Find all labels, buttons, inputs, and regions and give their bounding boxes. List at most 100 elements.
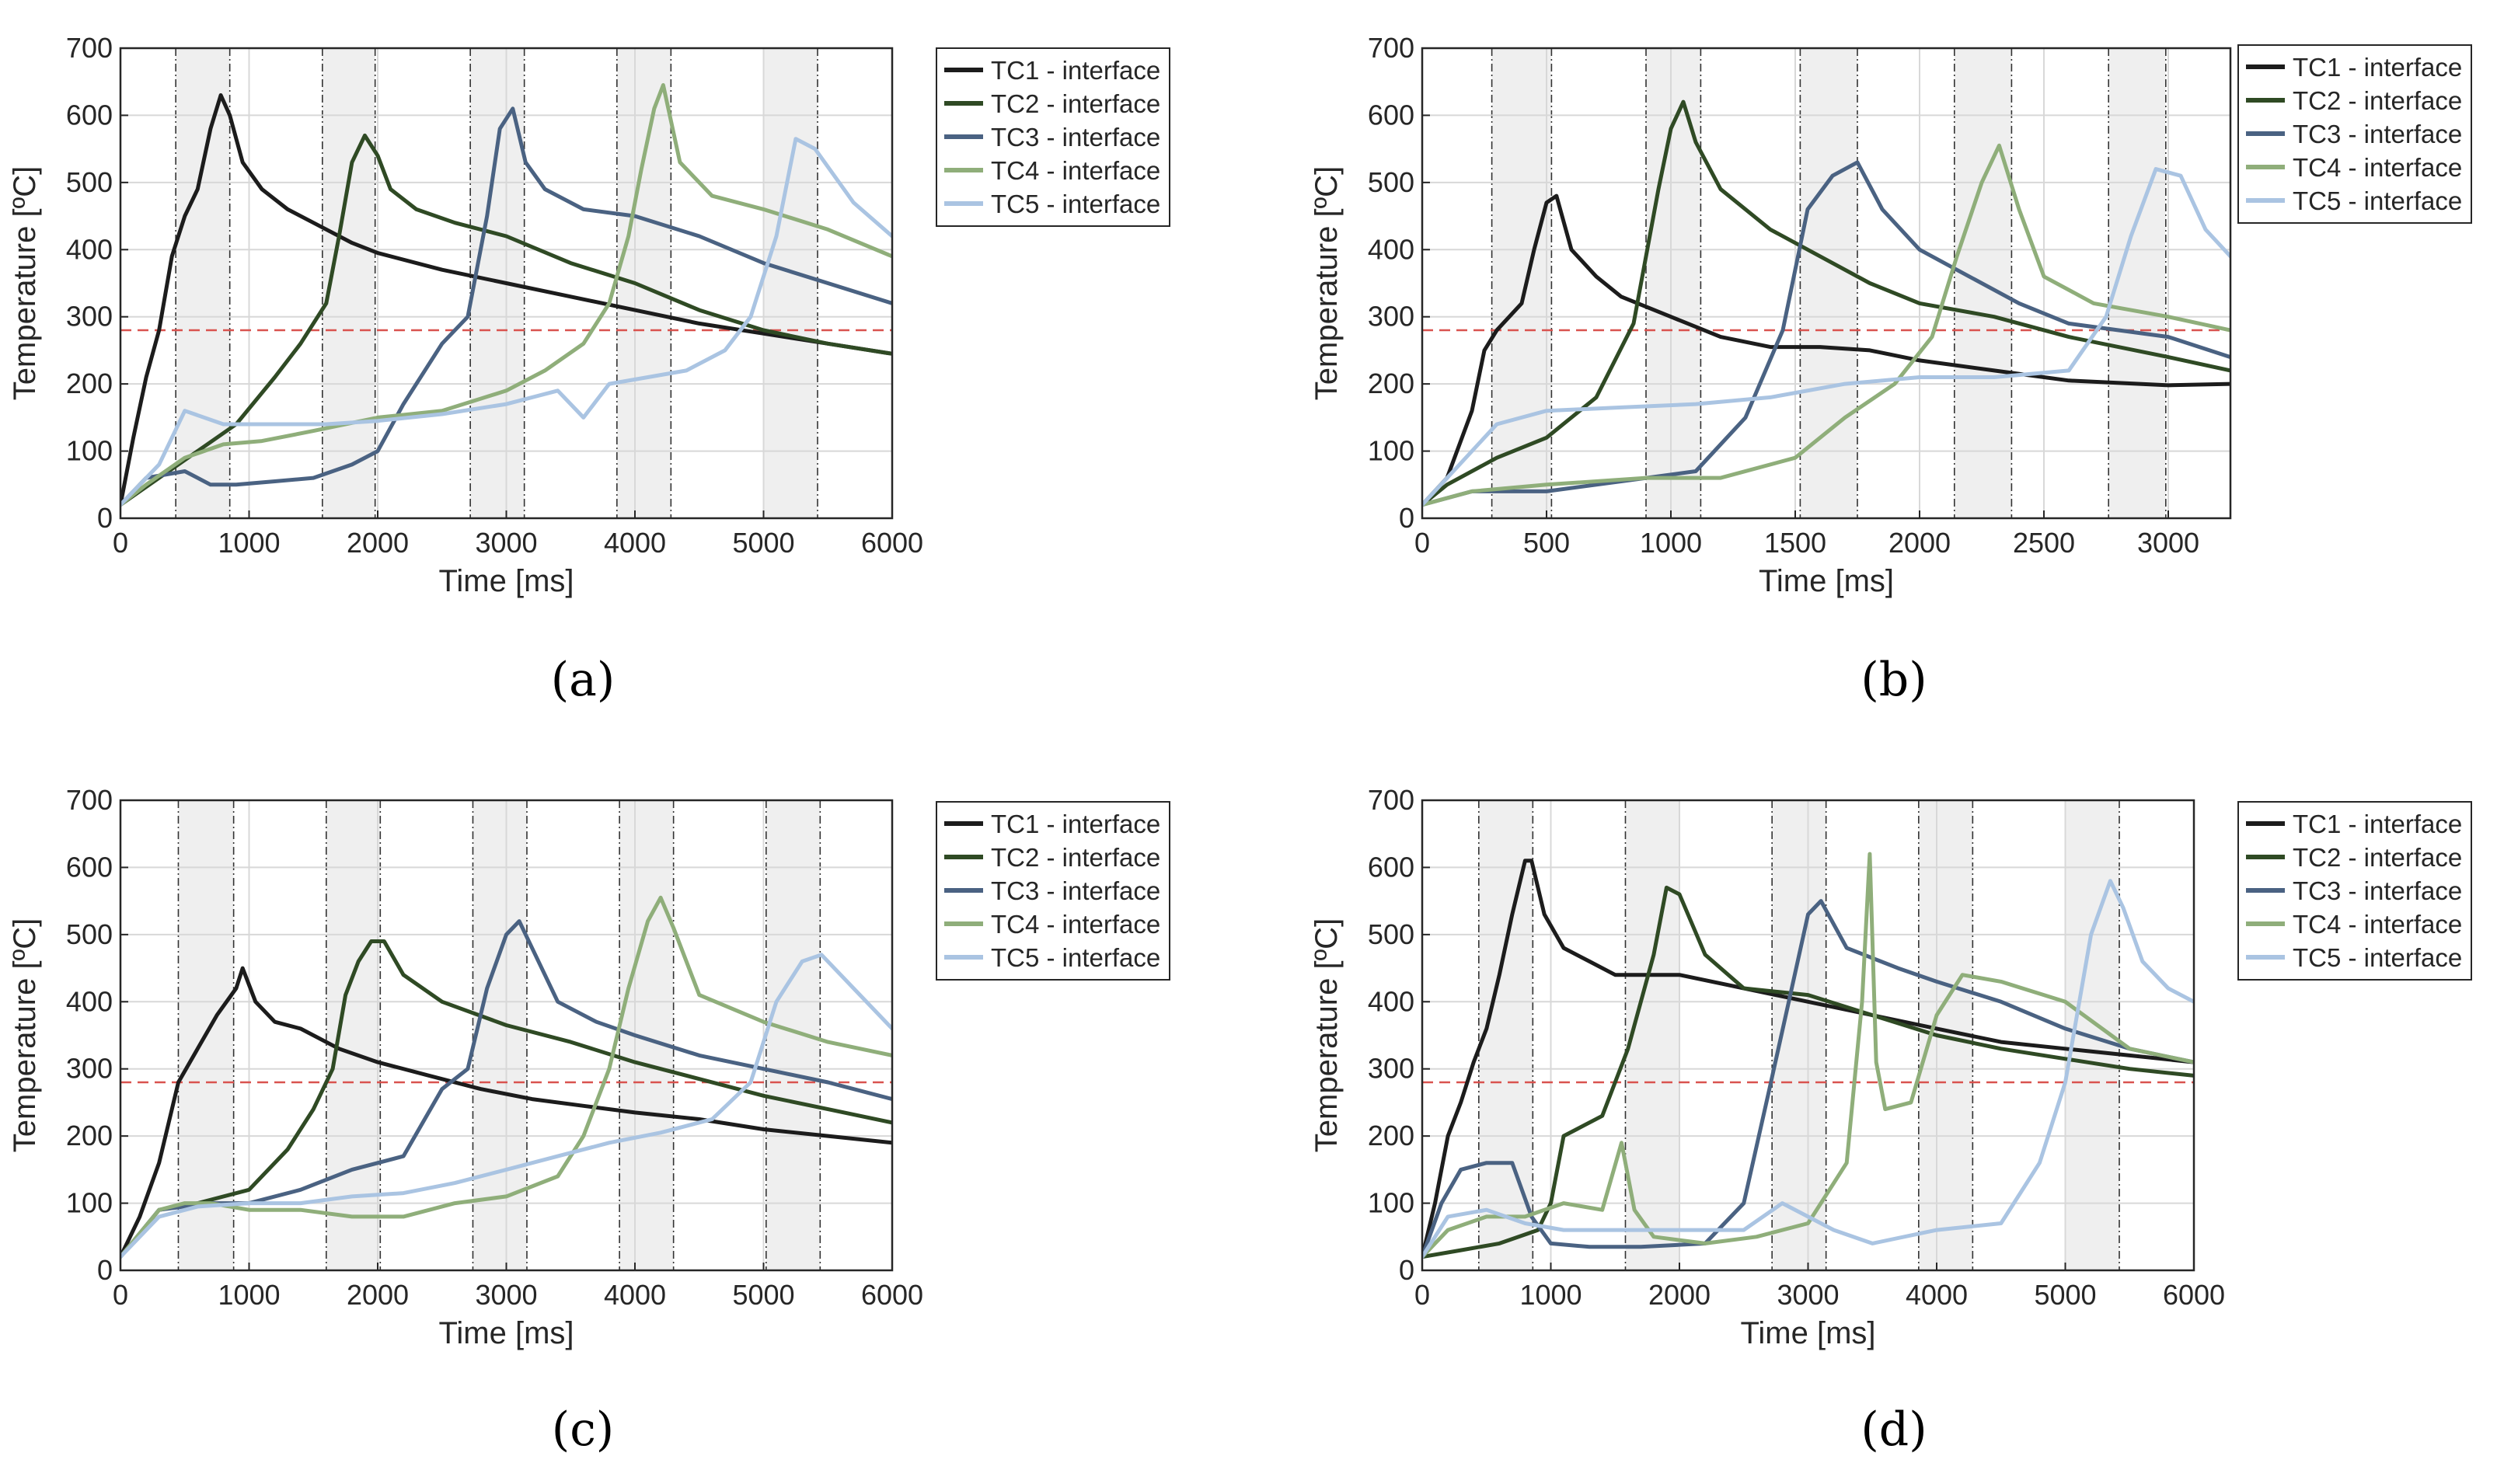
series-line [120,137,892,507]
y-tick-label: 600 [1368,851,1414,883]
y-tick-label: 0 [97,1254,113,1286]
chart-panel: 0 1000 2000 3000 4000 5000 6000 0 100 200 300 400 50… [8,32,1170,707]
y-tick-label: 600 [1368,99,1414,131]
legend-label: TC5 - interface [2293,943,2462,972]
x-tick-label: 1000 [1519,1279,1582,1311]
x-tick-label: 4000 [604,1279,666,1311]
y-tick-label: 200 [1368,368,1414,399]
y-tick-label: 500 [1368,918,1414,950]
chart-panel: 0 1000 2000 3000 4000 5000 6000 0 100 200 300 400 50… [8,784,1170,1457]
legend-label: TC3 - interface [991,123,1160,152]
y-tick-label: 300 [1368,301,1414,333]
x-tick-label: 4000 [604,527,666,559]
x-tick-label: 2000 [1648,1279,1711,1311]
y-tick-label: 700 [66,32,113,64]
shaded-band [1646,48,1701,518]
shaded-band [1625,800,1679,1270]
series-line [1422,859,2194,1259]
y-tick-label: 200 [66,1120,113,1151]
series-line [1422,193,2230,507]
x-tick-label: 2000 [1888,527,1951,559]
y-tick-label: 200 [1368,1120,1414,1151]
legend-label: TC3 - interface [991,876,1160,905]
x-tick-label: 5000 [732,1279,794,1311]
y-tick-label: 500 [66,166,113,198]
series-line [1422,899,2194,1259]
y-tick-label: 300 [66,301,113,333]
y-axis-label: Temperature [ºC] [8,166,42,400]
x-axis-label: Time [ms] [1740,1316,1875,1350]
y-tick-label: 300 [66,1053,113,1085]
series-line [1422,167,2230,507]
y-axis-label: Temperature [ºC] [1310,918,1344,1152]
x-tick-label: 1000 [1640,527,1702,559]
y-tick-label: 300 [1368,1053,1414,1085]
y-axis-label: Temperature [ºC] [1310,166,1344,400]
y-tick-label: 200 [66,368,113,399]
y-tick-label: 700 [66,784,113,816]
y-tick-label: 0 [1399,1254,1414,1286]
series-line [1422,879,2194,1259]
series-line [120,953,892,1259]
legend-label: TC1 - interface [2293,810,2462,838]
y-tick-label: 700 [1368,32,1414,64]
series-line [120,83,892,507]
chart-panel: 0 1000 2000 3000 4000 5000 6000 0 100 200 300 400 50… [1310,784,2472,1457]
legend-label: TC4 - interface [991,156,1160,185]
x-tick-label: 3000 [475,527,537,559]
x-axis-label: Time [ms] [438,1316,574,1350]
series-line [1422,160,2230,507]
series-line [120,93,892,507]
y-tick-label: 0 [1399,502,1414,534]
x-tick-label: 0 [1414,527,1430,559]
x-tick-label: 1000 [218,1279,280,1311]
shaded-band [616,48,671,518]
shaded-band [763,48,818,518]
x-tick-label: 2500 [2013,527,2075,559]
panel-caption: (c) [552,1402,614,1457]
legend-label: TC5 - interface [991,943,1160,972]
x-tick-label: 6000 [861,1279,923,1311]
series-line [1422,885,2194,1259]
legend-label: TC2 - interface [2293,86,2462,115]
y-tick-label: 500 [66,918,113,950]
series-line [120,919,892,1259]
legend-label: TC3 - interface [2293,876,2462,905]
x-tick-label: 3000 [2137,527,2199,559]
legend-box [936,801,1170,981]
series-line [120,106,892,507]
series-line [120,966,892,1259]
x-axis-label: Time [ms] [438,564,574,598]
shaded-band [619,800,674,1270]
x-tick-label: 1500 [1764,527,1826,559]
y-tick-label: 700 [1368,784,1414,816]
shaded-band [1800,48,1857,518]
y-tick-label: 400 [1368,985,1414,1017]
legend-label: TC5 - interface [991,190,1160,218]
series-line [1422,143,2230,507]
y-tick-label: 400 [1368,233,1414,265]
y-tick-label: 100 [66,1187,113,1219]
axes-frame [1421,47,2232,520]
x-tick-label: 6000 [2163,1279,2225,1311]
chart-panel: 0 500 1000 1500 2000 2500 3000 0 100 200 300 400 500… [1310,32,2472,707]
y-tick-label: 0 [97,502,113,534]
legend-label: TC2 - interface [2293,843,2462,872]
y-axis-label: Temperature [ºC] [8,918,42,1152]
panel-caption: (b) [1861,653,1927,707]
series-line [1422,99,2230,507]
x-tick-label: 5000 [732,527,794,559]
x-tick-label: 3000 [475,1279,537,1311]
y-tick-label: 600 [66,851,113,883]
series-line [120,939,892,1259]
legend-label: TC5 - interface [2293,186,2462,215]
panel-caption: (a) [551,653,616,707]
x-tick-label: 0 [113,1279,128,1311]
x-tick-label: 0 [113,527,128,559]
y-tick-label: 100 [66,435,113,467]
legend-label: TC4 - interface [2293,910,2462,939]
series-line [120,133,892,507]
x-tick-label: 4000 [1906,1279,1968,1311]
legend-label: TC1 - interface [991,56,1160,85]
